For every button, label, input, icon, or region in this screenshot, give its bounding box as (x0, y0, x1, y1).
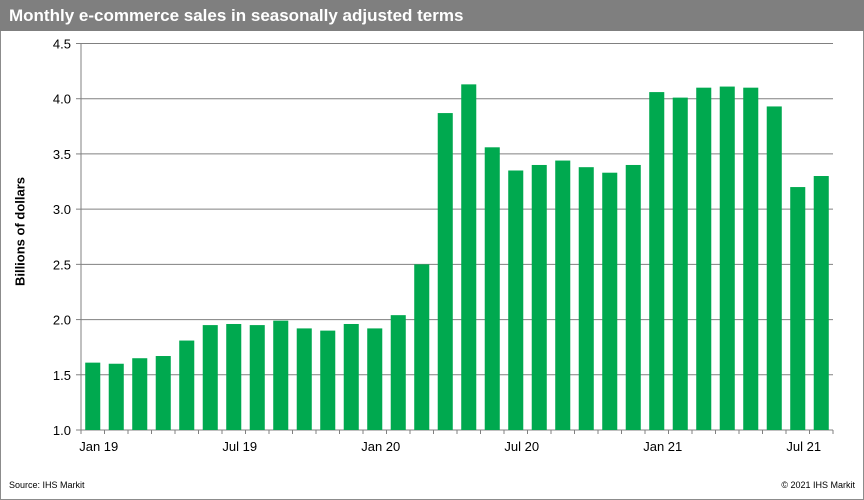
source-note: Source: IHS Markit (9, 480, 85, 490)
bar (602, 172, 618, 431)
bar (367, 328, 383, 430)
y-tick-label: 1.5 (53, 368, 71, 383)
bar (719, 86, 735, 431)
x-tick-label: Jan 20 (361, 439, 400, 454)
bar (766, 106, 782, 431)
chart-title: Monthly e-commerce sales in seasonally a… (9, 6, 464, 25)
bar (179, 340, 195, 430)
x-tick-label: Jan 21 (643, 439, 682, 454)
bar (508, 170, 524, 430)
bar (132, 358, 148, 430)
bar (743, 87, 759, 431)
bar (555, 160, 571, 430)
bar (813, 176, 829, 430)
bar (437, 113, 453, 430)
bar (155, 356, 171, 430)
y-tick-label: 1.0 (53, 423, 71, 438)
bar (672, 97, 688, 431)
bar (249, 325, 265, 430)
bar (696, 87, 712, 431)
x-tick-label: Jul 20 (504, 439, 539, 454)
bar (414, 264, 430, 430)
bar (273, 320, 289, 430)
bar (790, 187, 806, 430)
bar (85, 362, 101, 430)
bar (390, 315, 406, 430)
x-tick-label: Jan 19 (79, 439, 118, 454)
x-tick-label: Jul 19 (222, 439, 257, 454)
bar (531, 164, 547, 430)
bar (649, 92, 665, 431)
bar (108, 363, 124, 430)
y-tick-label: 3.0 (53, 202, 71, 217)
y-tick-label: 4.0 (53, 92, 71, 107)
bar (296, 328, 312, 430)
bar (343, 323, 359, 430)
y-tick-label: 2.0 (53, 313, 71, 328)
y-tick-label: 2.5 (53, 257, 71, 272)
bar (226, 323, 242, 430)
bar (202, 325, 218, 430)
x-tick-label: Jul 21 (786, 439, 821, 454)
copyright-note: © 2021 IHS Markit (781, 480, 855, 490)
y-tick-label: 3.5 (53, 147, 71, 162)
bar (484, 147, 500, 430)
title-bar: Monthly e-commerce sales in seasonally a… (0, 0, 864, 31)
y-tick-label: 4.5 (53, 37, 71, 52)
bar (625, 164, 641, 430)
bar (461, 84, 477, 430)
bar (320, 330, 336, 430)
bar (578, 167, 594, 430)
